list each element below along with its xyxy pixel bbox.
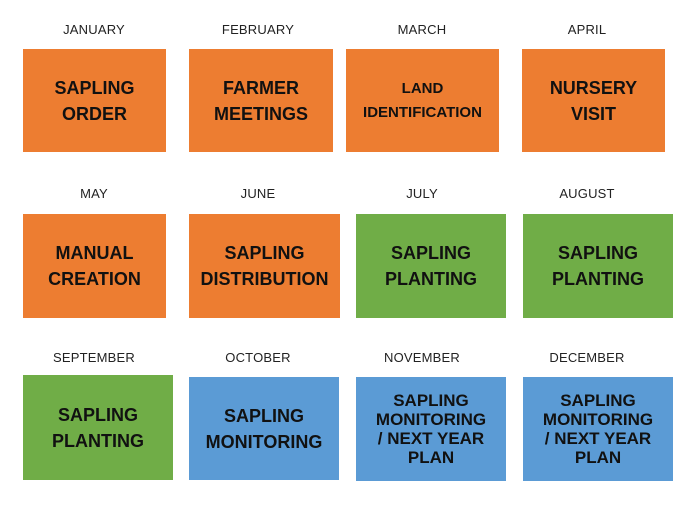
activity-label: SAPLING ORDER bbox=[54, 77, 135, 124]
activity-label: SAPLING PLANTING bbox=[552, 243, 644, 289]
activity-box-july: SAPLING PLANTING bbox=[356, 214, 506, 318]
activity-label: LAND IDENTIFICATION bbox=[363, 79, 482, 121]
activity-label: SAPLING PLANTING bbox=[52, 404, 144, 451]
activity-box-december: SAPLING MONITORING / NEXT YEAR PLAN bbox=[523, 377, 673, 481]
month-label-may: MAY bbox=[80, 186, 108, 201]
activity-box-november: SAPLING MONITORING / NEXT YEAR PLAN bbox=[356, 377, 506, 481]
activity-box-september: SAPLING PLANTING bbox=[23, 375, 173, 480]
month-label-january: JANUARY bbox=[63, 22, 125, 37]
activity-box-february: FARMER MEETINGS bbox=[189, 49, 333, 152]
activity-box-january: SAPLING ORDER bbox=[23, 49, 166, 152]
month-label-october: OCTOBER bbox=[225, 350, 291, 365]
activity-box-october: SAPLING MONITORING bbox=[189, 377, 339, 480]
activity-box-june: SAPLING DISTRIBUTION bbox=[189, 214, 340, 318]
month-label-july: JULY bbox=[406, 186, 438, 201]
month-label-april: APRIL bbox=[567, 22, 607, 37]
activity-box-april: NURSERY VISIT bbox=[522, 49, 665, 152]
month-label-february: FEBRUARY bbox=[221, 22, 295, 37]
month-label-june: JUNE bbox=[240, 186, 276, 201]
activity-label: SAPLING DISTRIBUTION bbox=[200, 243, 329, 289]
activity-label: SAPLING MONITORING / NEXT YEAR PLAN bbox=[542, 391, 654, 467]
activity-label: SAPLING PLANTING bbox=[385, 243, 477, 289]
activity-box-may: MANUAL CREATION bbox=[23, 214, 166, 318]
activity-label: FARMER MEETINGS bbox=[213, 77, 308, 124]
activity-box-august: SAPLING PLANTING bbox=[523, 214, 673, 318]
month-label-december: DECEMBER bbox=[549, 350, 625, 365]
activity-box-march: LAND IDENTIFICATION bbox=[346, 49, 499, 152]
activity-label: MANUAL CREATION bbox=[48, 243, 141, 289]
month-label-march: MARCH bbox=[397, 22, 447, 37]
month-label-september: SEPTEMBER bbox=[53, 350, 135, 365]
month-label-november: NOVEMBER bbox=[383, 350, 460, 365]
month-label-august: AUGUST bbox=[559, 186, 615, 201]
activity-label: NURSERY VISIT bbox=[549, 77, 638, 124]
activity-label: SAPLING MONITORING / NEXT YEAR PLAN bbox=[375, 391, 487, 467]
activity-label: SAPLING MONITORING bbox=[205, 405, 323, 452]
